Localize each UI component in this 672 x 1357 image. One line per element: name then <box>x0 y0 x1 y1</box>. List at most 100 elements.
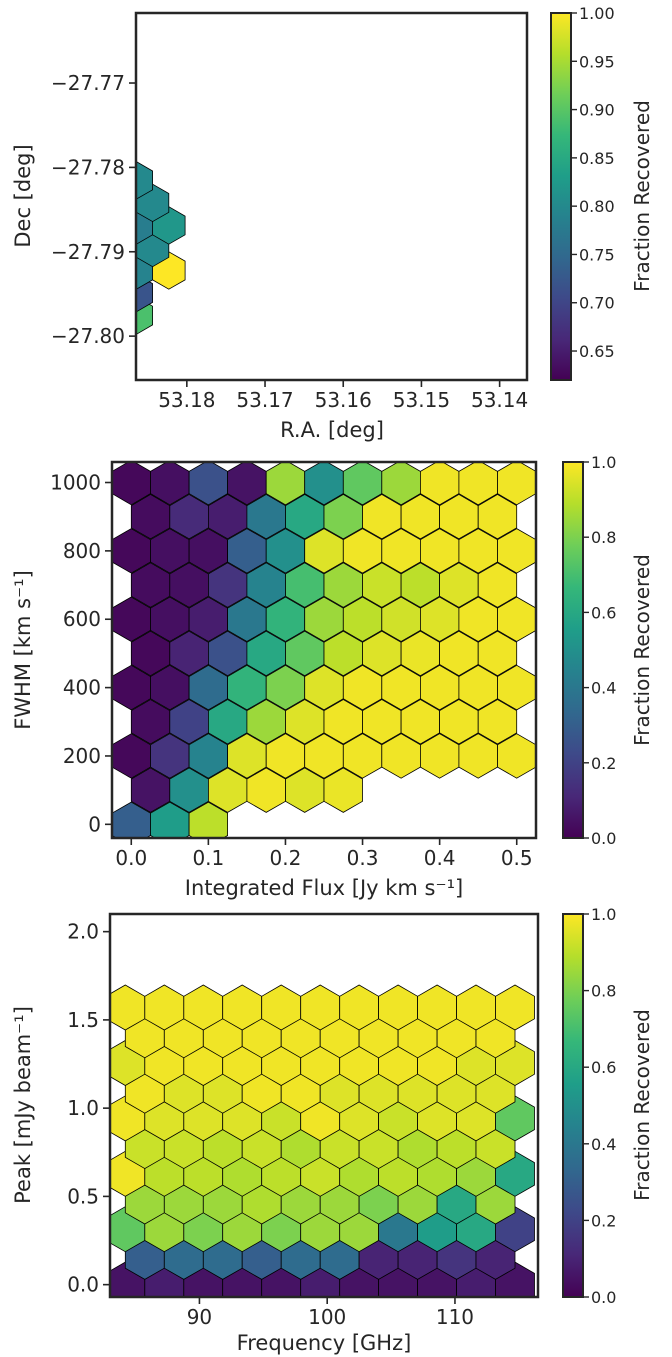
y-tick-label: 600 <box>63 607 101 631</box>
colorbar-tick-label: 0.90 <box>579 101 615 120</box>
y-tick-label: 0.0 <box>67 1273 99 1297</box>
hex-cell <box>0 139 7 177</box>
y-axis-label: Peak [mJy beam⁻¹] <box>11 1006 35 1204</box>
colorbar-tick-label: 0.70 <box>579 294 615 313</box>
colorbar-tick-label: 1.0 <box>591 453 616 472</box>
colorbar-tick-label: 0.8 <box>591 528 616 547</box>
colorbar-tick-label: 0.95 <box>579 52 615 71</box>
y-tick-label: 1.0 <box>67 1096 99 1120</box>
x-tick-label: 0.1 <box>192 846 224 870</box>
colorbar-ticks: 1.00 0.95 0.90 0.85 0.80 0.75 0.70 0.65 <box>571 4 615 361</box>
colorbar-tick-label: 0.0 <box>591 1288 616 1307</box>
hex-cell <box>72 184 104 221</box>
hex-cell <box>323 767 363 813</box>
hex-cell <box>0 342 23 379</box>
colorbar <box>562 913 584 1298</box>
hex-cell <box>0 297 23 335</box>
hex-cell <box>477 493 518 540</box>
colorbar-tick-label: 0.2 <box>591 1211 616 1230</box>
hex-cell <box>497 528 536 574</box>
colorbar <box>562 461 584 839</box>
plot-frame <box>108 912 540 1299</box>
y-tick-label: 400 <box>63 676 101 700</box>
y-tick-label: 2.0 <box>67 920 99 944</box>
x-axis-label: Frequency [GHz] <box>237 1331 412 1355</box>
x-axis: 0.0 0.1 0.2 0.3 0.4 0.5 <box>115 838 533 870</box>
hex-cell <box>136 192 137 213</box>
colorbar-label: Fraction Recovered <box>630 554 654 746</box>
y-axis: −27.77 −27.78 −27.79 −27.80 <box>51 71 136 348</box>
x-axis-label: Integrated Flux [Jy km s⁻¹] <box>185 876 463 900</box>
colorbar-tick-label: 1.0 <box>591 905 616 924</box>
colorbar-tick-label: 0.80 <box>579 197 615 216</box>
hexbin-cells <box>0 117 186 379</box>
colorbar-tick-label: 0.2 <box>591 754 616 773</box>
y-tick-label: −27.78 <box>51 155 125 179</box>
hex-cell <box>0 252 23 289</box>
panel-frequency-peak: 90 100 110 0.0 0.5 1.0 1.5 2.0 Frequency [GHz]… <box>11 905 654 1355</box>
hex-cell <box>55 207 87 245</box>
hex-cell <box>88 274 121 312</box>
panel-flux-fwhm: 0.0 0.1 0.2 0.3 0.4 0.5 0 200 400 600 800 1000 Int… <box>11 453 654 900</box>
y-tick-label: −27.79 <box>51 240 125 264</box>
hex-cell <box>477 562 518 608</box>
hex-cell <box>55 117 87 155</box>
colorbar-tick-label: 0.65 <box>579 342 615 361</box>
colorbar-tick-label: 0.4 <box>591 1135 616 1154</box>
hexbin-cells <box>112 462 536 838</box>
y-tick-label: −27.80 <box>51 324 125 348</box>
x-tick-label: 53.15 <box>393 388 450 412</box>
y-tick-label: −27.77 <box>51 71 125 95</box>
hex-cell <box>497 596 536 642</box>
hex-cell <box>477 699 518 745</box>
x-tick-label: 53.17 <box>236 388 293 412</box>
x-axis: 53.18 53.17 53.16 53.15 53.14 <box>158 380 528 412</box>
hex-cell <box>188 801 229 838</box>
colorbar-tick-label: 1.00 <box>579 4 615 23</box>
colorbar-label: Fraction Recovered <box>630 100 654 292</box>
hex-cell <box>497 664 536 711</box>
y-tick-label: 1000 <box>50 471 101 495</box>
x-tick-label: 53.16 <box>315 388 372 412</box>
hex-cell <box>0 184 7 221</box>
hex-cell <box>0 229 7 267</box>
x-tick-label: 100 <box>308 1305 346 1329</box>
y-axis-label: Dec [deg] <box>11 144 35 247</box>
hex-cell <box>497 462 536 506</box>
x-tick-label: 0.0 <box>115 846 147 870</box>
hex-cell <box>495 984 535 1031</box>
hex-cell <box>477 630 518 677</box>
hex-cell <box>497 733 536 779</box>
colorbar-tick-label: 0.6 <box>591 1058 616 1077</box>
hex-cell <box>7 319 39 357</box>
y-axis-label: FWHM [km s⁻¹] <box>11 570 35 730</box>
hex-cell <box>88 207 121 245</box>
x-axis-label: R.A. [deg] <box>280 418 384 442</box>
colorbar-tick-label: 0.6 <box>591 603 616 622</box>
colorbar <box>550 12 572 381</box>
hex-cell <box>0 319 7 357</box>
hex-cell <box>0 274 23 312</box>
hex-cell <box>23 274 56 312</box>
x-tick-label: 0.4 <box>424 846 456 870</box>
y-tick-label: 800 <box>63 539 101 563</box>
y-tick-label: 200 <box>63 744 101 768</box>
x-tick-label: 0.3 <box>347 846 379 870</box>
y-tick-label: 1.5 <box>67 1008 99 1032</box>
hex-cell <box>55 274 87 312</box>
colorbar-tick-label: 0.4 <box>591 679 616 698</box>
x-tick-label: 110 <box>436 1305 474 1329</box>
colorbar-label: Fraction Recovered <box>630 1009 654 1201</box>
colorbar-tick-label: 0.85 <box>579 149 615 168</box>
hex-cell <box>39 184 72 221</box>
plot-frame <box>134 11 529 382</box>
y-tick-label: 0 <box>88 812 101 836</box>
x-tick-label: 53.18 <box>158 388 215 412</box>
x-tick-label: 53.14 <box>471 388 528 412</box>
colorbar-tick-label: 0.8 <box>591 982 616 1001</box>
colorbar-ticks: 1.0 0.8 0.6 0.4 0.2 0.0 <box>583 905 616 1307</box>
y-axis: 0 200 400 600 800 1000 <box>50 471 112 836</box>
y-tick-label: 0.5 <box>67 1184 99 1208</box>
y-axis: 0.0 0.5 1.0 1.5 2.0 <box>67 920 110 1297</box>
